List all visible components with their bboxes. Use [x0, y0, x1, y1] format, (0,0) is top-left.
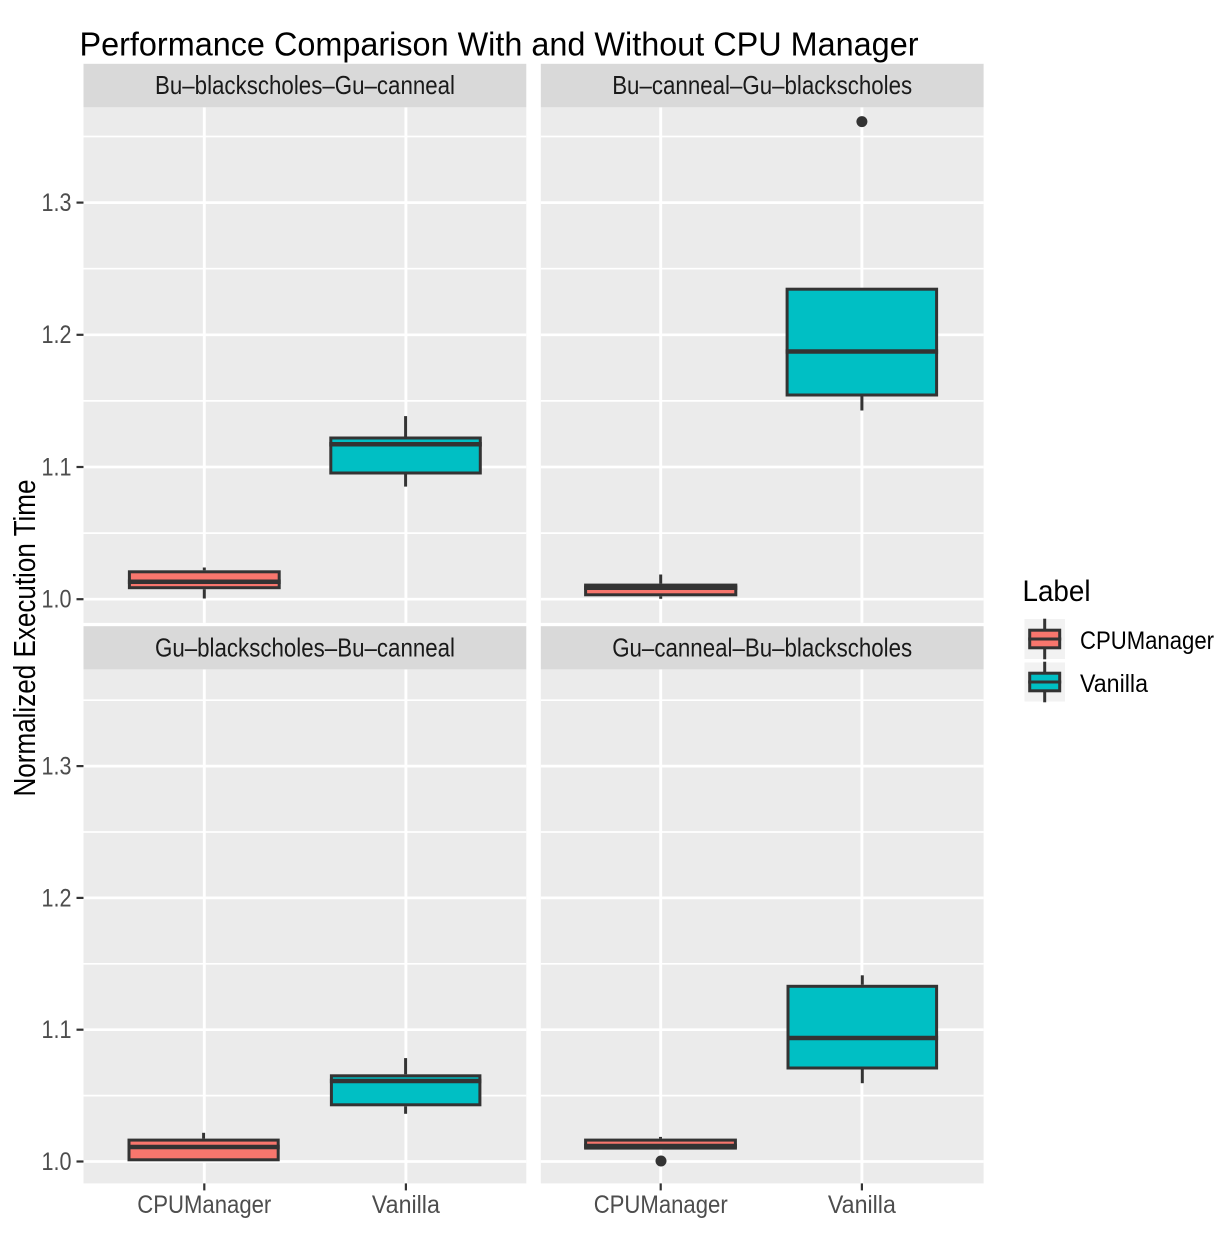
svg-text:1.0: 1.0: [42, 1148, 72, 1176]
svg-text:CPUManager: CPUManager: [594, 1191, 728, 1219]
svg-text:Vanilla: Vanilla: [372, 1191, 440, 1219]
svg-text:Normalized Execution Time: Normalized Execution Time: [7, 480, 42, 797]
svg-text:Vanilla: Vanilla: [1080, 670, 1148, 698]
svg-text:1.1: 1.1: [42, 1016, 72, 1044]
svg-text:1.2: 1.2: [42, 884, 72, 912]
svg-text:Performance Comparison With an: Performance Comparison With and Without …: [80, 25, 919, 62]
svg-text:Gu–blackscholes–Bu–canneal: Gu–blackscholes–Bu–canneal: [155, 632, 455, 662]
svg-text:CPUManager: CPUManager: [137, 1191, 271, 1219]
svg-text:Bu–canneal–Gu–blackscholes: Bu–canneal–Gu–blackscholes: [612, 70, 912, 100]
svg-text:Label: Label: [1023, 575, 1091, 608]
svg-text:Gu–canneal–Bu–blackscholes: Gu–canneal–Bu–blackscholes: [612, 632, 912, 662]
svg-text:1.0: 1.0: [42, 586, 72, 614]
svg-text:1.3: 1.3: [42, 753, 72, 781]
svg-text:1.3: 1.3: [42, 189, 72, 217]
svg-text:CPUManager: CPUManager: [1080, 627, 1214, 655]
svg-text:1.2: 1.2: [42, 321, 72, 349]
svg-text:1.1: 1.1: [42, 453, 72, 481]
svg-text:Bu–blackscholes–Gu–canneal: Bu–blackscholes–Gu–canneal: [155, 70, 455, 100]
svg-text:Vanilla: Vanilla: [828, 1191, 896, 1219]
